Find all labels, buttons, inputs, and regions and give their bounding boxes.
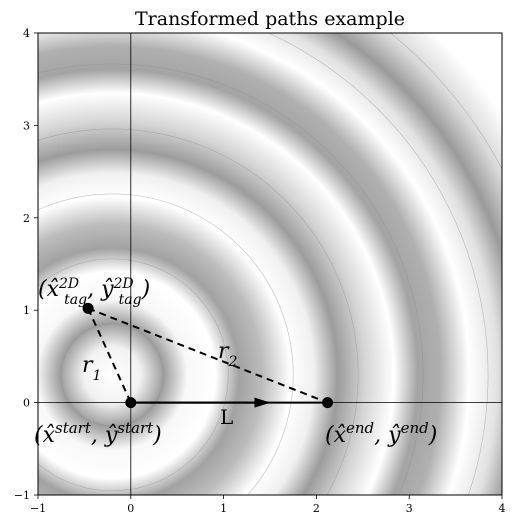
r2-label: r2 [218, 339, 238, 370]
segment-r2 [87, 307, 328, 404]
plot-frame [37, 32, 503, 496]
start-point-label: (x̂start, ŷstart) [34, 419, 162, 448]
y-tick-label: 2 [23, 212, 30, 225]
contour-ring-4 [38, 63, 424, 495]
contour-background [38, 33, 502, 495]
y-axis-ticks: −1 0 1 2 3 4 [14, 27, 38, 502]
end-point-label: (x̂end, ŷend) [325, 419, 437, 448]
tag-point-label: (x̂2D tag, ŷ2D tag) [38, 276, 150, 308]
contour-ring-1 [38, 258, 229, 492]
x-tick-label: 4 [499, 502, 506, 515]
y-tick-label: 4 [23, 27, 30, 40]
x-tick-label: 2 [313, 502, 320, 515]
y-tick-label: −1 [14, 489, 30, 502]
segments-layer [87, 307, 328, 408]
x-tick-label: 0 [127, 502, 134, 515]
segment-r1 [87, 307, 132, 404]
y-tick-label: 3 [23, 119, 30, 132]
y-tick-label: 1 [23, 304, 30, 317]
x-tick-label: 1 [220, 502, 227, 515]
contour-ring-5 [267, 33, 489, 495]
r1-label: r1 [82, 353, 101, 384]
contour-ring-0 [60, 323, 164, 427]
y-tick-label: 0 [23, 397, 30, 410]
x-tick-label: 3 [406, 502, 413, 515]
chart-title: Transformed paths example [135, 8, 405, 30]
points-layer [82, 302, 334, 409]
point-tag [82, 302, 94, 314]
contour-ring-2 [38, 193, 294, 495]
x-axis-ticks: −1 0 1 2 3 4 [30, 495, 506, 515]
point-start [125, 397, 137, 409]
L-label: L [220, 405, 233, 429]
contour-ring-3 [38, 128, 359, 495]
point-end [322, 397, 334, 409]
x-tick-label: −1 [30, 502, 46, 515]
